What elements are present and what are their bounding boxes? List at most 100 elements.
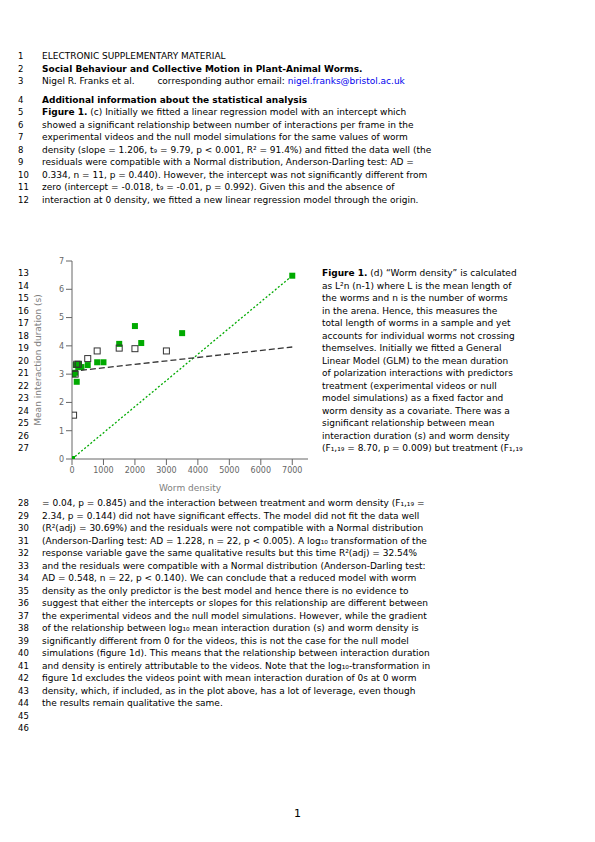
html-text:0.334, n = 11, p = 0.440). How: 0.334, n = 11, p = 0.440). However, the … bbox=[42, 169, 428, 180]
html-text:of the relationship between lo: of the relationship between log₁₀ mean i… bbox=[42, 623, 419, 633]
html-text:experimental videos and the nu: experimental videos and the null model s… bbox=[42, 132, 408, 142]
html-text:treatment (experimental videos: treatment (experimental videos or null bbox=[322, 380, 497, 391]
html-text:34: 34 bbox=[18, 573, 29, 583]
html-text:31: 31 bbox=[18, 535, 29, 546]
html-text:worm density as a covariate. T: worm density as a covariate. There was a bbox=[322, 405, 510, 416]
html-text:42: 42 bbox=[18, 673, 29, 683]
html-text:simulations (figure 1d). This: simulations (figure 1d). This means that… bbox=[42, 648, 430, 658]
html-text:total length of worms in a sam: total length of worms in a sample and ye… bbox=[322, 318, 511, 328]
html-text:zero (intercept = -0.018, t₉ =: zero (intercept = -0.018, t₉ = -0.01, p … bbox=[42, 182, 395, 192]
html-text:and density is entirely attrib: and density is entirely attributable to … bbox=[42, 660, 431, 671]
html-text:the experimental videos and th: the experimental videos and the null mod… bbox=[42, 610, 427, 621]
html-text:showed a significant relations: showed a significant relationship betwee… bbox=[42, 119, 414, 130]
svg-text:Worm density: Worm density bbox=[159, 483, 222, 493]
html-text:Figure 1. (c) Initially we fit: Figure 1. (c) Initially we fitted a line… bbox=[42, 107, 407, 117]
html-text:density, which, if included, a: density, which, if included, as in the p… bbox=[42, 685, 416, 696]
html-text:ELECTRONIC SUPPLEMENTARY MATER: ELECTRONIC SUPPLEMENTARY MATERIAL bbox=[42, 51, 226, 61]
html-text:1: 1 bbox=[294, 807, 301, 820]
svg-text:7000: 7000 bbox=[282, 466, 302, 475]
html-text:13: 13 bbox=[18, 268, 29, 278]
html-text:density as the only predictor: density as the only predictor is the bes… bbox=[42, 585, 409, 596]
html-text:40: 40 bbox=[18, 648, 29, 658]
html-text:25: 25 bbox=[18, 418, 29, 428]
html-text:20: 20 bbox=[18, 355, 29, 366]
html-text:as L²n (n-1) where L is the me: as L²n (n-1) where L is the mean length … bbox=[322, 280, 512, 291]
svg-text:Mean interaction duration (s): Mean interaction duration (s) bbox=[33, 294, 43, 425]
html-text:Figure 1. (d) “Worm density” i: Figure 1. (d) “Worm density” is calculat… bbox=[322, 268, 517, 278]
html-text:39: 39 bbox=[18, 635, 29, 646]
html-text:significantly different from 0: significantly different from 0 for the v… bbox=[42, 635, 409, 646]
html-text:AD = 0.548, n = 22, p < 0.140): AD = 0.548, n = 22, p < 0.140). We can c… bbox=[42, 573, 417, 583]
html-text:37: 37 bbox=[18, 610, 29, 621]
html-text:12: 12 bbox=[18, 194, 29, 205]
html-text:10: 10 bbox=[18, 169, 29, 180]
svg-text:6000: 6000 bbox=[251, 466, 271, 475]
html-text:themselves. Initially we fitte: themselves. Initially we fitted a Genera… bbox=[322, 343, 502, 353]
html-text:24: 24 bbox=[18, 405, 29, 416]
html-text:36: 36 bbox=[18, 598, 29, 608]
html-text:Social Behaviour and Collectiv: Social Behaviour and Collective Motion i… bbox=[42, 63, 363, 74]
html-text:11: 11 bbox=[18, 182, 29, 192]
html-text:model simulations) as a fixed: model simulations) as a fixed factor and bbox=[322, 393, 504, 403]
html-text:30: 30 bbox=[18, 523, 29, 533]
html-text:26: 26 bbox=[18, 430, 29, 441]
html-text:46: 46 bbox=[18, 723, 29, 733]
html-text:significant relationship betwe: significant relationship between mean bbox=[322, 418, 495, 428]
html-text:the results remain qualitative: the results remain qualitative the same. bbox=[42, 698, 223, 708]
html-text:18: 18 bbox=[18, 330, 29, 341]
html-text:suggest that either the interc: suggest that either the intercepts or sl… bbox=[42, 598, 428, 608]
html-text:= 0.04, p = 0.845) and the int: = 0.04, p = 0.845) and the interaction b… bbox=[42, 498, 425, 508]
html-text:41: 41 bbox=[18, 660, 29, 671]
html-text:33: 33 bbox=[18, 560, 29, 571]
svg-text:5: 5 bbox=[59, 313, 64, 322]
svg-text:4: 4 bbox=[59, 342, 64, 351]
svg-text:1000: 1000 bbox=[93, 466, 113, 475]
html-text:in the arena. Hence, this meas: in the arena. Hence, this measures the bbox=[322, 305, 498, 316]
html-text:accounts for individual worms: accounts for individual worms not crossi… bbox=[322, 330, 515, 341]
svg-text:5000: 5000 bbox=[219, 466, 239, 475]
html-text:Linear Model (GLM) to the mean: Linear Model (GLM) to the mean duration bbox=[322, 355, 509, 366]
html-text:response variable gave the sam: response variable gave the same qualitat… bbox=[42, 548, 418, 558]
html-text:43: 43 bbox=[18, 685, 29, 696]
html-text:figure 1d excludes the videos: figure 1d excludes the videos point with… bbox=[42, 673, 417, 683]
html-text:21: 21 bbox=[18, 368, 29, 378]
html-text:Nigel R. Franks et al. corresp: Nigel R. Franks et al. corresponding aut… bbox=[42, 76, 405, 86]
html-text:of polarization interactions w: of polarization interactions with predic… bbox=[322, 368, 513, 378]
svg-text:2000: 2000 bbox=[125, 466, 145, 475]
html-text:35: 35 bbox=[18, 585, 29, 596]
html-text:and the residuals were compati: and the residuals were compatible with a… bbox=[42, 560, 426, 571]
html-text:22: 22 bbox=[18, 380, 29, 391]
svg-text:7: 7 bbox=[59, 257, 64, 266]
html-text:32: 32 bbox=[18, 548, 29, 558]
html-text:16: 16 bbox=[18, 305, 29, 316]
html-text:28: 28 bbox=[18, 498, 29, 508]
html-text:(Anderson-Darling test: AD = 1: (Anderson-Darling test: AD = 1.228, n = … bbox=[42, 535, 427, 546]
html-text:45: 45 bbox=[18, 710, 29, 721]
html-text:44: 44 bbox=[18, 698, 29, 708]
html-text:29: 29 bbox=[18, 510, 29, 521]
svg-text:6: 6 bbox=[59, 285, 64, 294]
html-text:19: 19 bbox=[18, 343, 29, 353]
html-text:27: 27 bbox=[18, 443, 29, 453]
svg-text:0: 0 bbox=[69, 466, 74, 475]
html-text:interaction duration (s) and w: interaction duration (s) and worm densit… bbox=[322, 430, 510, 441]
html-text:(R²(adj) = 30.69%) and the res: (R²(adj) = 30.69%) and the residuals wer… bbox=[42, 523, 424, 533]
html-text:23: 23 bbox=[18, 393, 29, 403]
svg-text:3: 3 bbox=[59, 370, 64, 379]
html-text:14: 14 bbox=[18, 280, 29, 291]
svg-text:3000: 3000 bbox=[156, 466, 176, 475]
html-text:17: 17 bbox=[18, 318, 29, 328]
html-text:the worms and n is the number: the worms and n is the number of worms bbox=[322, 293, 508, 303]
html-text:2.34, p = 0.144) did not have: 2.34, p = 0.144) did not have significan… bbox=[42, 510, 420, 521]
html-text:residuals were compatible with: residuals were compatible with a Normal … bbox=[42, 157, 414, 167]
html-text:interaction at 0 density, we f: interaction at 0 density, we fitted a ne… bbox=[42, 194, 419, 205]
svg-text:2: 2 bbox=[59, 398, 64, 407]
html-text:38: 38 bbox=[18, 623, 29, 633]
html-text:Additional information about t: Additional information about the statist… bbox=[42, 94, 308, 105]
svg-text:1: 1 bbox=[59, 427, 64, 436]
svg-text:4000: 4000 bbox=[188, 466, 208, 475]
svg-text:0: 0 bbox=[59, 455, 64, 464]
html-text:(F₁,₁₉ = 8.70, p = 0.009) but: (F₁,₁₉ = 8.70, p = 0.009) but treatment … bbox=[322, 443, 523, 453]
html-text:density (slope = 1.206, t₉ = 9: density (slope = 1.206, t₉ = 9.79, p < 0… bbox=[42, 144, 432, 155]
html-text:15: 15 bbox=[18, 293, 29, 303]
